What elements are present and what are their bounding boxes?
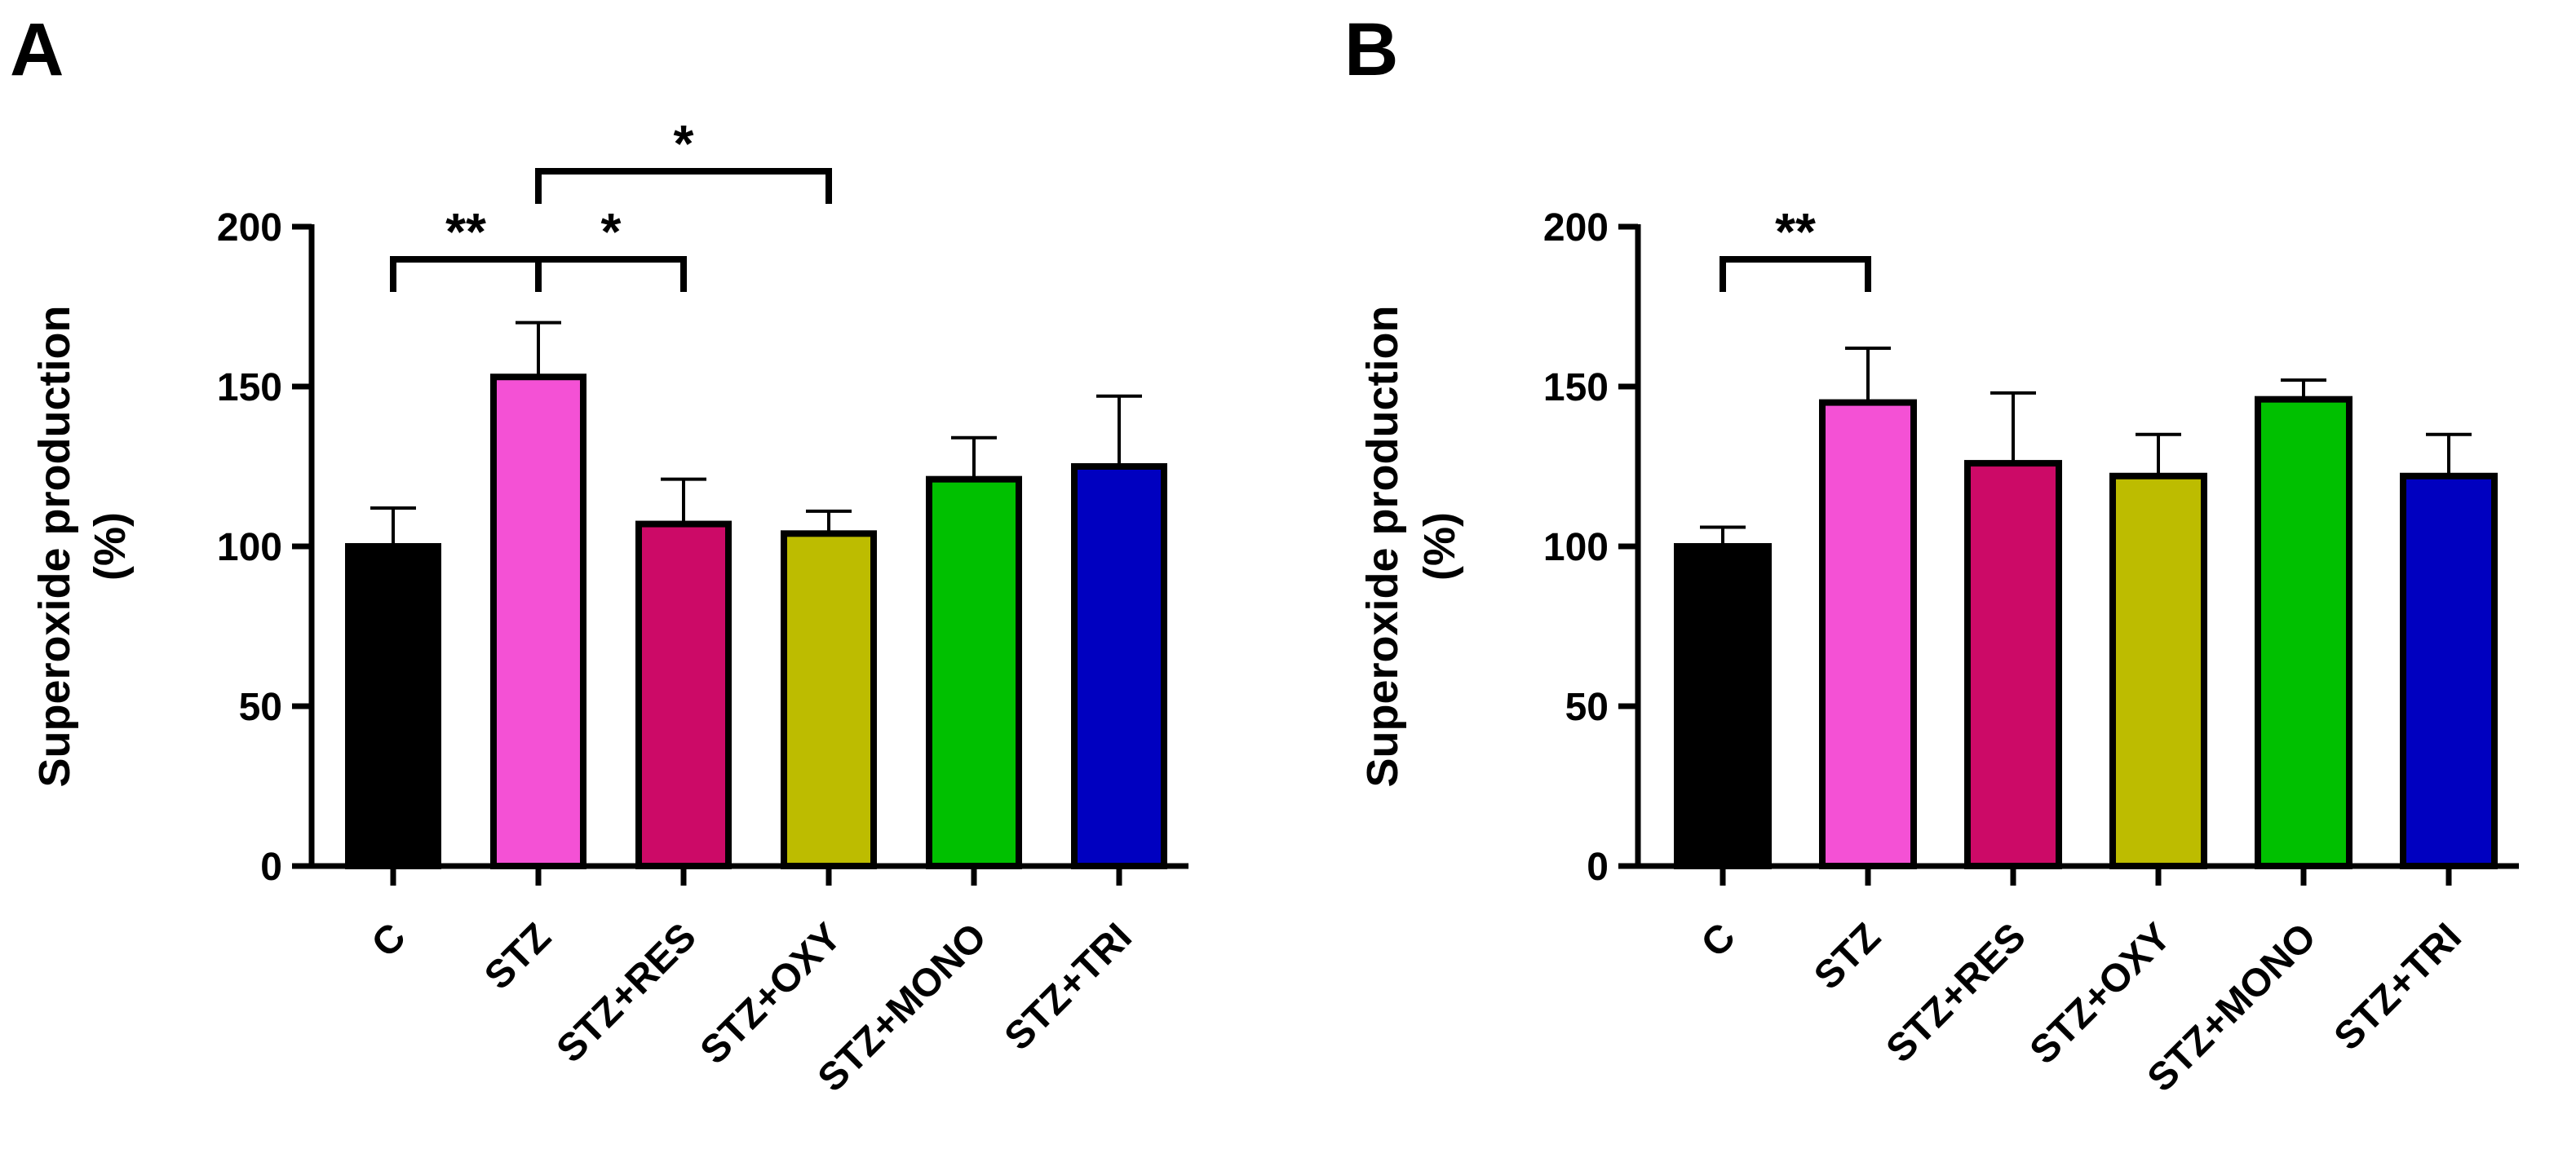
y-axis-title-unit: (%) bbox=[1415, 512, 1464, 581]
y-tick-label: 200 bbox=[1543, 206, 1609, 250]
significance-bracket bbox=[1720, 256, 1871, 292]
y-tick-label: 100 bbox=[1543, 526, 1609, 569]
bar bbox=[781, 530, 877, 869]
significance-label: * bbox=[601, 202, 622, 261]
x-tick-label: C bbox=[364, 915, 414, 966]
y-tick-label: 150 bbox=[1543, 366, 1609, 409]
y-tick-label: 50 bbox=[239, 686, 282, 729]
y-tick-label: 0 bbox=[260, 846, 282, 889]
bar bbox=[2109, 472, 2207, 869]
panel-a: A Superoxide production (%) 0 50 100 150 200 C ST… bbox=[10, 8, 1188, 1100]
y-tick-label: 50 bbox=[1565, 686, 1609, 729]
bar bbox=[926, 475, 1022, 869]
bar bbox=[1964, 460, 2062, 870]
bar bbox=[1819, 399, 1917, 870]
significance-bracket bbox=[535, 256, 687, 292]
significance-label: ** bbox=[445, 202, 486, 261]
bar bbox=[635, 520, 732, 869]
significance-bracket bbox=[535, 168, 832, 204]
significance-label: ** bbox=[1775, 202, 1816, 261]
panel-b: B Superoxide production (%) 0 50 100 150 200 C ST… bbox=[1344, 8, 2519, 1100]
y-tick-label: 0 bbox=[1587, 846, 1609, 889]
x-tick-label: STZ+RES bbox=[549, 915, 705, 1071]
y-axis-title-unit: (%) bbox=[86, 512, 135, 581]
y-tick-label: 200 bbox=[217, 206, 282, 250]
bar bbox=[2255, 396, 2352, 869]
y-axis-title: Superoxide production bbox=[1358, 305, 1407, 787]
panel-letter: A bbox=[10, 8, 64, 91]
x-tick-label: STZ+OXY bbox=[693, 915, 850, 1072]
x-tick-label: C bbox=[1693, 915, 1744, 966]
x-tick-label: STZ+RES bbox=[1879, 915, 2034, 1071]
y-tick-label: 150 bbox=[217, 366, 282, 409]
x-tick-label: STZ+TRI bbox=[2326, 915, 2470, 1058]
x-tick-label: STZ bbox=[476, 915, 560, 998]
bar bbox=[490, 373, 586, 869]
bar bbox=[345, 543, 441, 869]
x-tick-label: STZ bbox=[1806, 915, 1889, 998]
x-tick-label: STZ+OXY bbox=[2022, 915, 2180, 1072]
bar bbox=[1071, 463, 1167, 869]
bar bbox=[1674, 543, 1772, 869]
x-tick-label: STZ+TRI bbox=[997, 915, 1140, 1058]
y-axis-title: Superoxide production bbox=[30, 305, 79, 787]
significance-label: * bbox=[674, 114, 694, 173]
bar bbox=[2400, 472, 2498, 869]
significance-bracket bbox=[390, 256, 542, 292]
y-tick-label: 100 bbox=[217, 526, 282, 569]
panel-letter: B bbox=[1344, 8, 1398, 91]
